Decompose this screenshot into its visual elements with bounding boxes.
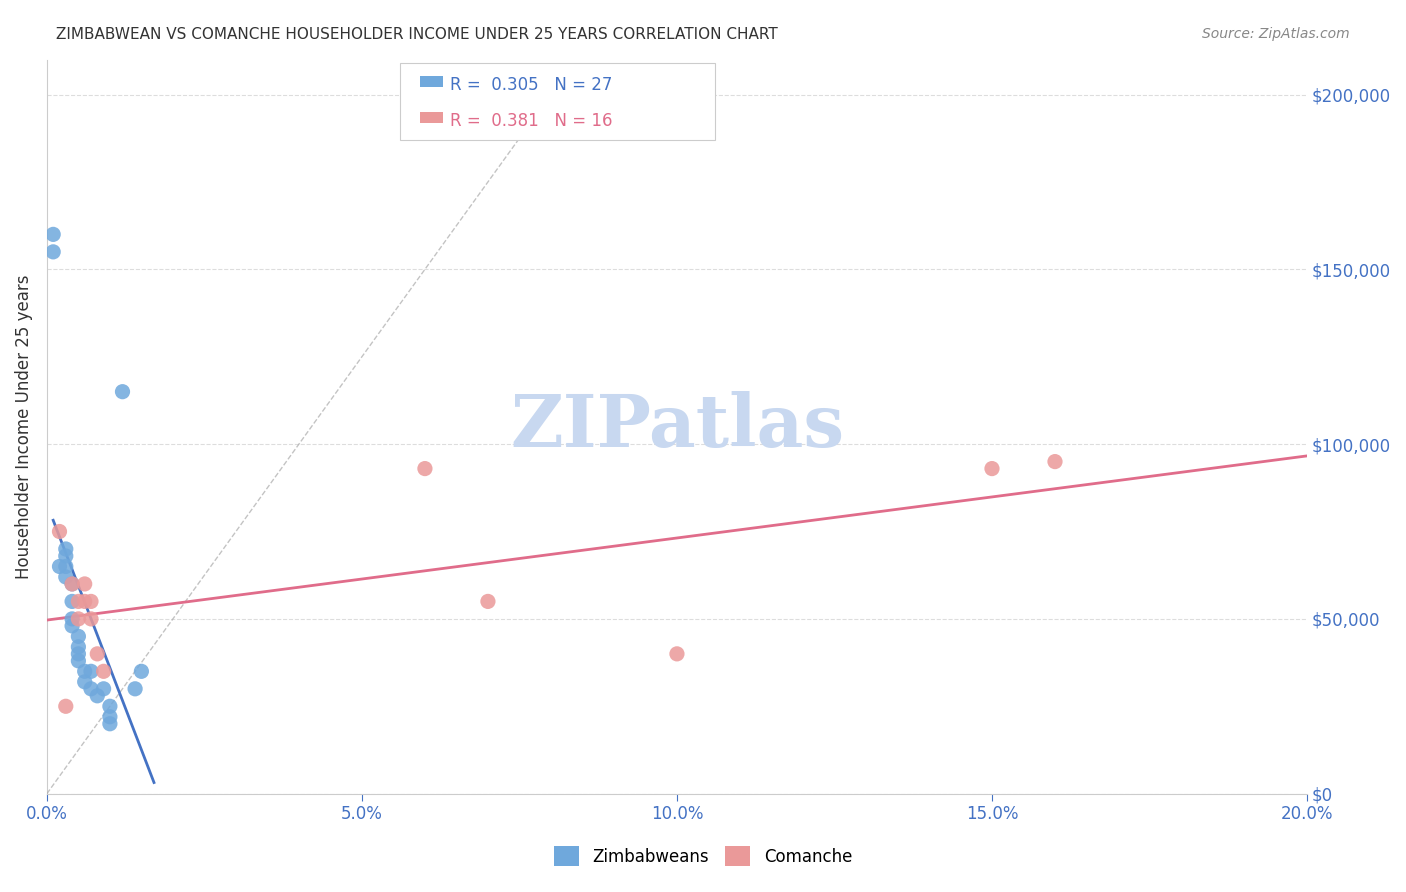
Point	[55, 559, 77, 574]
Point	[55, 541, 77, 556]
Point	[80, 665, 103, 679]
Point	[67, 612, 90, 626]
Point	[55, 699, 77, 714]
Text: R =  0.381   N = 16: R = 0.381 N = 16	[450, 112, 613, 129]
Point	[98, 710, 121, 724]
Text: ZIPatlas: ZIPatlas	[510, 391, 844, 462]
Point	[73, 577, 96, 591]
Point	[665, 647, 688, 661]
Point	[67, 629, 90, 643]
Legend: Zimbabweans, Comanche: Zimbabweans, Comanche	[546, 838, 860, 875]
Point	[67, 640, 90, 654]
Point	[60, 577, 83, 591]
FancyBboxPatch shape	[420, 112, 443, 123]
Text: R =  0.305   N = 27: R = 0.305 N = 27	[450, 76, 613, 94]
Point	[80, 681, 103, 696]
Point	[60, 594, 83, 608]
Point	[80, 612, 103, 626]
Point	[73, 674, 96, 689]
Y-axis label: Householder Income Under 25 years: Householder Income Under 25 years	[15, 275, 32, 579]
Point	[67, 647, 90, 661]
Point	[55, 549, 77, 563]
Point	[124, 681, 146, 696]
Point	[55, 570, 77, 584]
Point	[413, 461, 436, 475]
Point	[67, 594, 90, 608]
Point	[48, 559, 70, 574]
Point	[477, 594, 499, 608]
Point	[73, 594, 96, 608]
Point	[60, 612, 83, 626]
Point	[93, 681, 115, 696]
Point	[98, 699, 121, 714]
Point	[80, 594, 103, 608]
Text: ZIMBABWEAN VS COMANCHE HOUSEHOLDER INCOME UNDER 25 YEARS CORRELATION CHART: ZIMBABWEAN VS COMANCHE HOUSEHOLDER INCOM…	[56, 27, 778, 42]
Point	[42, 244, 65, 259]
Point	[93, 665, 115, 679]
Point	[86, 647, 108, 661]
Point	[42, 227, 65, 242]
Text: Source: ZipAtlas.com: Source: ZipAtlas.com	[1202, 27, 1350, 41]
Point	[981, 461, 1004, 475]
Point	[73, 665, 96, 679]
Point	[131, 665, 153, 679]
Point	[67, 654, 90, 668]
Point	[60, 619, 83, 633]
FancyBboxPatch shape	[399, 63, 714, 140]
Point	[86, 689, 108, 703]
Point	[98, 716, 121, 731]
FancyBboxPatch shape	[420, 76, 443, 87]
Point	[111, 384, 134, 399]
Point	[60, 577, 83, 591]
Point	[48, 524, 70, 539]
Point	[1043, 454, 1066, 468]
